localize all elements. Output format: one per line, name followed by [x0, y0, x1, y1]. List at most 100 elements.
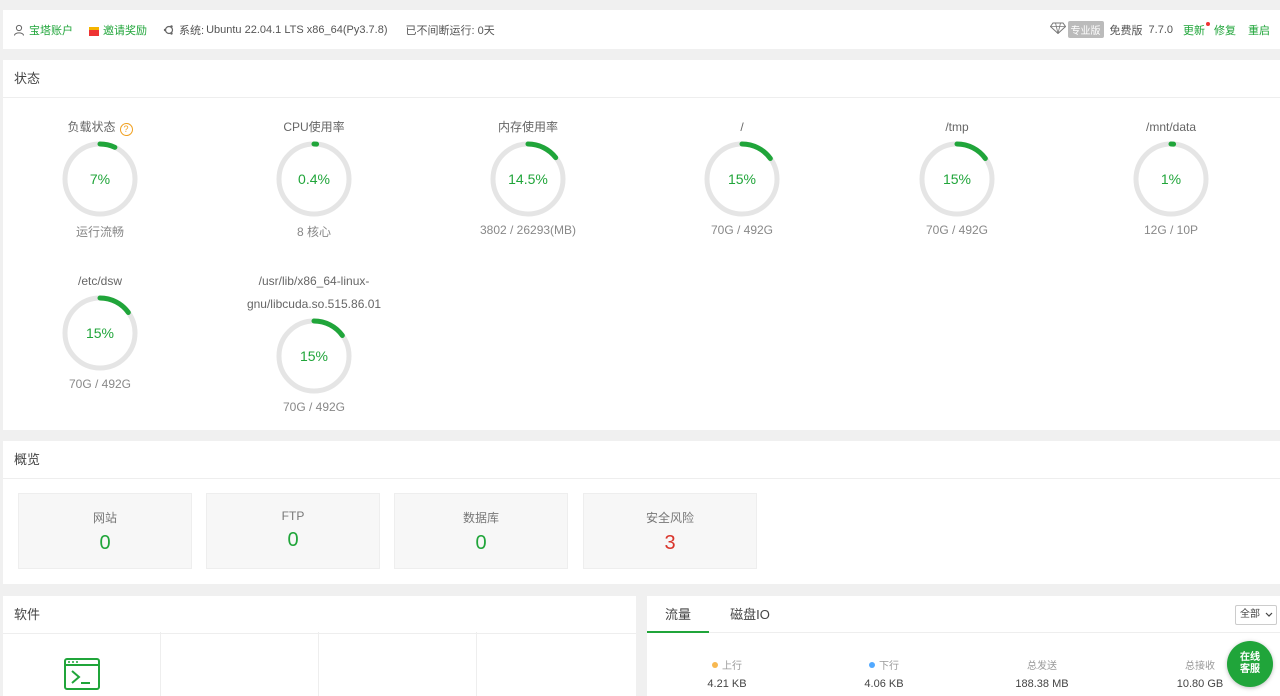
diamond-icon: [1049, 22, 1066, 37]
tab-disk-io[interactable]: 磁盘IO: [730, 607, 770, 622]
stat-label: 总接收: [1185, 661, 1215, 672]
gauge-value: 1%: [1160, 171, 1182, 187]
overview-title: 概览: [3, 441, 1280, 479]
system-value: Ubuntu 22.04.1 LTS x86_64(Py3.7.8): [206, 23, 388, 36]
network-select[interactable]: 全部: [1235, 605, 1277, 625]
gauge-value: 15%: [85, 325, 115, 341]
traffic-panel: [647, 596, 1280, 696]
gauge-sub: 8 核心: [296, 225, 331, 239]
chevron-down-icon: [1265, 606, 1273, 631]
gauge-sub: 70G / 492G: [282, 400, 346, 414]
gauge-load: 负载状态? 7% 运行流畅: [0, 116, 200, 240]
gauge-value: 15%: [727, 171, 757, 187]
gauge-sub: 70G / 492G: [710, 223, 774, 237]
gauge-disk-etc-dsw: /etc/dsw 15% 70G / 492G: [0, 270, 200, 391]
gauge-value: 14.5%: [508, 171, 548, 187]
uptime: 已不间断运行: 0天: [405, 24, 495, 37]
gauge-memory: 内存使用率 14.5% 3802 / 26293(MB): [428, 116, 628, 237]
gauge-ring[interactable]: 15%: [274, 316, 354, 396]
gauge-ring[interactable]: 14.5%: [488, 139, 568, 219]
stat-value: 4.21 KB: [707, 678, 747, 690]
update-link[interactable]: 更新: [1183, 21, 1210, 38]
card-value[interactable]: 0: [99, 532, 111, 554]
stat-value: 10.80 GB: [1176, 678, 1224, 690]
gauge-disk-mnt-data: /mnt/data 1% 12G / 10P: [1071, 116, 1271, 237]
stat-download: 下行 4.06 KB: [829, 657, 939, 690]
gauge-disk-root: / 15% 70G / 492G: [642, 116, 842, 237]
gauge-cpu: CPU使用率 0.4% 8 核心: [214, 116, 414, 240]
software-grid: [3, 632, 636, 696]
card-value[interactable]: 3: [664, 532, 676, 554]
account-link[interactable]: 宝塔账户: [13, 22, 73, 38]
help-icon[interactable]: ?: [119, 123, 133, 136]
gauge-ring[interactable]: 15%: [917, 139, 997, 219]
gauge-label: /tmp: [945, 120, 969, 134]
edition-label: 免费版: [1109, 24, 1143, 37]
software-item-empty: [477, 632, 635, 696]
gauge-ring[interactable]: 15%: [60, 293, 140, 373]
card-label: 安全风险: [645, 511, 694, 525]
gift-icon: [89, 24, 99, 36]
online-support-button[interactable]: 在线 客服: [1227, 641, 1273, 687]
ubuntu-icon: [163, 24, 175, 36]
gauge-value: 15%: [299, 348, 329, 364]
gauge-sub: 70G / 492G: [925, 223, 989, 237]
status-title: 状态: [3, 60, 1280, 98]
account-label: 宝塔账户: [29, 24, 73, 37]
gauge-disk-libcuda: /usr/lib/x86_64-linux-gnu/libcuda.so.515…: [214, 270, 414, 414]
restart-link[interactable]: 重启: [1248, 24, 1270, 37]
user-icon: [13, 24, 25, 36]
repair-link[interactable]: 修复: [1214, 24, 1236, 37]
top-bar: 宝塔账户 邀请奖励 系统: Ubuntu 22.04.1 LTS x86_64(…: [3, 10, 1280, 49]
gauge-label: CPU使用率: [283, 120, 345, 134]
gauge-label: /etc/dsw: [77, 274, 122, 288]
gauge-value: 0.4%: [298, 171, 330, 187]
gauge-ring[interactable]: 1%: [1131, 139, 1211, 219]
stat-value: 188.38 MB: [1015, 678, 1069, 690]
gauge-value: 7%: [89, 171, 111, 187]
gauge-sub: 70G / 492G: [68, 377, 132, 391]
invite-link[interactable]: 邀请奖励: [89, 22, 147, 38]
network-select-value: 全部: [1240, 609, 1260, 620]
gauge-disk-tmp: /tmp 15% 70G / 492G: [857, 116, 1057, 237]
status-panel: 状态: [3, 60, 1280, 430]
card-value[interactable]: 0: [475, 532, 487, 554]
gauge-sub: 运行流畅: [75, 225, 124, 239]
gauge-sub: 12G / 10P: [1143, 223, 1199, 237]
gauge-value: 15%: [942, 171, 972, 187]
card-value[interactable]: 0: [287, 529, 299, 551]
terminal-icon: [64, 658, 100, 693]
overview-card-security-risk[interactable]: 安全风险 3: [583, 493, 757, 569]
gauge-label: 内存使用率: [497, 120, 558, 134]
system-info: 系统: Ubuntu 22.04.1 LTS x86_64(Py3.7.8): [163, 22, 389, 38]
overview-card-ftp[interactable]: FTP 0: [206, 493, 380, 569]
support-line1: 在线: [1240, 652, 1260, 663]
stat-label: 下行: [879, 661, 899, 672]
invite-label: 邀请奖励: [103, 24, 147, 37]
tab-traffic[interactable]: 流量: [647, 596, 709, 633]
software-item-terminal[interactable]: [3, 632, 161, 696]
gauge-sub: 3802 / 26293(MB): [479, 223, 577, 237]
card-label: 网站: [92, 511, 117, 525]
overview-card-database[interactable]: 数据库 0: [394, 493, 568, 569]
traffic-divider: [647, 632, 1280, 633]
pro-badge[interactable]: 专业版: [1067, 21, 1104, 38]
stat-label: 总发送: [1027, 661, 1057, 672]
gauge-label: 负载状态?: [0, 116, 200, 139]
stat-value: 4.06 KB: [864, 678, 904, 690]
gauge-ring[interactable]: 7%: [60, 139, 140, 219]
traffic-tabs: 流量 磁盘IO: [647, 596, 783, 633]
card-label: 数据库: [462, 511, 499, 525]
software-panel: 软件: [3, 596, 636, 696]
support-line2: 客服: [1240, 664, 1260, 675]
software-item-empty: [319, 632, 477, 696]
gauge-ring[interactable]: 15%: [702, 139, 782, 219]
stat-label: 上行: [722, 661, 742, 672]
gauge-ring[interactable]: 0.4%: [274, 139, 354, 219]
overview-card-website[interactable]: 网站 0: [18, 493, 192, 569]
card-label: FTP: [281, 509, 305, 523]
stat-total-sent: 总发送 188.38 MB: [987, 657, 1097, 690]
gauge-label: /: [740, 120, 744, 134]
stat-upload: 上行 4.21 KB: [672, 657, 782, 690]
stat-total-received: 总接收 10.80 GB: [1145, 657, 1255, 690]
